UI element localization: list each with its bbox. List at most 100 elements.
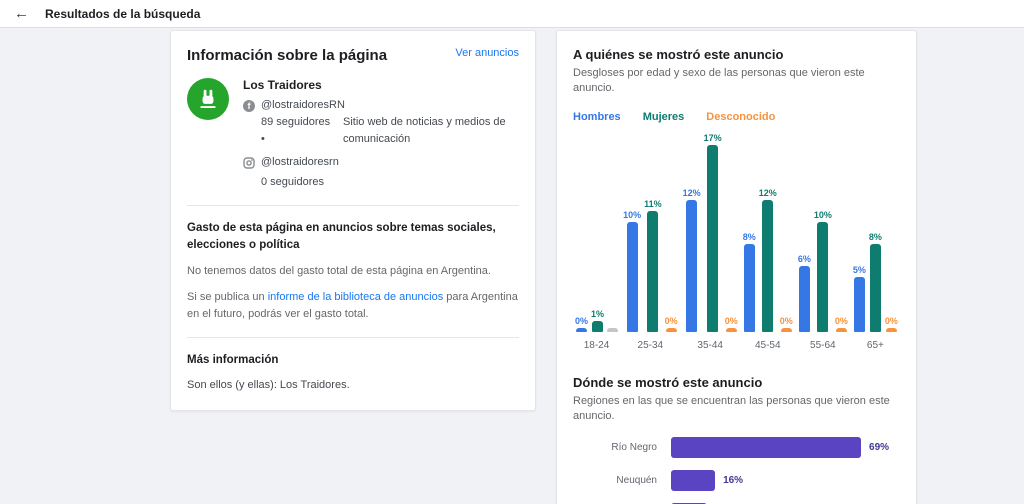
- bar-desconocido-35-44: [725, 327, 737, 332]
- region-chart: Río Negro 69% Neuquén 16% Buenos Aires13%: [573, 436, 900, 504]
- age-bars: 10% 11% 0%: [623, 136, 678, 332]
- demographics-title: A quiénes se mostró este anuncio: [573, 47, 784, 62]
- bar-value-label: 8%: [868, 231, 882, 242]
- bar-hombres-35-44: [686, 199, 698, 332]
- spend-body: No tenemos datos del gasto total de esta…: [187, 265, 491, 277]
- bar-value-label: 5%: [852, 264, 866, 275]
- region-label: Río Negro: [611, 441, 657, 453]
- bar-hombres-65+: [853, 276, 865, 332]
- bar-wrap: 10%: [623, 210, 641, 332]
- bar-mujeres-65+: [869, 243, 881, 332]
- regions-subtitle: Regiones en las que se encuentran las pe…: [573, 394, 890, 423]
- bar-mujeres-25-34: [647, 210, 659, 332]
- bar-value-label: 12%: [758, 187, 777, 198]
- legend-item-desconocido: Desconocido: [706, 110, 776, 123]
- rock-hand-logo-icon: [200, 89, 216, 108]
- bar-mujeres-55-64: [817, 221, 829, 332]
- region-bar: [671, 436, 862, 458]
- bar-value-label: 12%: [682, 187, 701, 198]
- regions-title: Dónde se mostró este anuncio: [573, 374, 763, 390]
- facebook-handle: @lostraidoresRN: [261, 99, 345, 111]
- age-chart: 0% 1% 18-24 10% 11% 0% 25-34 12% 17% 0% 35-44 8% 12%…: [573, 129, 900, 351]
- age-group-65+: 5% 8% 0% 65+: [853, 136, 898, 351]
- view-ads-link[interactable]: Ver anuncios: [455, 47, 519, 59]
- bar-value-label: 0%: [724, 315, 738, 326]
- report-paragraph: Si se publica un informe de la bibliotec…: [187, 289, 519, 323]
- bar-desconocido-45-54: [780, 327, 792, 332]
- bar-desconocido-25-34: [665, 327, 677, 332]
- bar-wrap: 12%: [683, 188, 701, 332]
- legend-item-hombres: Hombres: [573, 110, 621, 123]
- bar-mujeres-45-54: [762, 199, 774, 332]
- page-info-title: Información sobre la página: [187, 47, 388, 64]
- age-chart-legend: Hombres Mujeres Desconocido: [573, 111, 900, 123]
- topbar-title: Resultados de la búsqueda: [45, 6, 201, 21]
- age-category-label: 45-54: [754, 339, 781, 351]
- bar-hombres-18-24: [576, 327, 587, 332]
- bar-wrap: 8%: [869, 232, 882, 332]
- region-row-río-negro: Río Negro 69%: [573, 436, 900, 458]
- bar-desconocido-65+: [885, 327, 897, 332]
- age-bars: 12% 17% 0%: [683, 133, 738, 332]
- instagram-icon: [243, 157, 255, 172]
- page-meta: 89 seguidores • Sitio web de noticias y …: [261, 114, 519, 147]
- region-percent-label: 16%: [723, 474, 744, 486]
- age-group-18-24: 0% 1% 18-24: [575, 136, 619, 351]
- bar-wrap: 5%: [853, 265, 866, 332]
- bar-desconocido-55-64: [835, 327, 847, 332]
- region-bar: [671, 502, 707, 504]
- back-arrow-icon[interactable]: ←: [14, 5, 29, 22]
- report-suffix: para Argentina en el futuro, podrás ver …: [187, 291, 518, 321]
- age-category-label: 35-44: [697, 339, 723, 351]
- age-bars: 6% 10% 0%: [798, 136, 848, 332]
- ad-demographics-card: A quiénes se mostró este anuncio Desglos…: [556, 30, 917, 504]
- ad-library-report-link[interactable]: informe de la biblioteca de anuncios: [267, 291, 444, 304]
- region-percent-label: 69%: [869, 441, 890, 453]
- bar-wrap: 12%: [759, 188, 777, 332]
- region-row-buenos-aires: Buenos Aires13%: [573, 502, 900, 504]
- age-group-55-64: 6% 10% 0% 55-64: [798, 136, 848, 351]
- instagram-followers: 0 seguidores: [261, 176, 324, 188]
- bar-wrap: 10%: [814, 210, 832, 332]
- bar-mujeres-35-44: [707, 144, 719, 332]
- bar-value-label: 0%: [779, 315, 793, 326]
- page-category: Sitio web de noticias y medios de comuni…: [343, 116, 506, 145]
- bar-value-label: 11%: [644, 198, 662, 209]
- page-profile: Los Traidores f @lostraidoresRN 89 segui…: [187, 78, 519, 191]
- region-bar: [671, 469, 716, 491]
- bar-value-label: 0%: [664, 315, 678, 326]
- bar-wrap: 8%: [743, 232, 756, 332]
- bar-value-label: 1%: [591, 308, 605, 319]
- instagram-handle: @lostraidoresrn: [261, 156, 339, 168]
- bar-wrap: [607, 327, 619, 332]
- legend-item-mujeres: Mujeres: [642, 110, 685, 123]
- age-group-45-54: 8% 12% 0% 45-54: [743, 136, 793, 351]
- topbar: ← Resultados de la búsqueda: [0, 0, 1024, 28]
- bar-value-label: 0%: [834, 315, 848, 326]
- spend-section-title: Gasto de esta página en anuncios sobre t…: [187, 221, 496, 251]
- page-avatar: [187, 78, 229, 120]
- facebook-handle-row: f @lostraidoresRN: [243, 99, 519, 112]
- bar-wrap: 0%: [665, 316, 678, 332]
- age-group-25-34: 10% 11% 0% 25-34: [623, 136, 678, 351]
- bar-wrap: 17%: [704, 133, 722, 332]
- age-category-label: 65+: [866, 339, 884, 351]
- age-bars: 5% 8% 0%: [853, 136, 898, 332]
- region-label: Neuquén: [616, 474, 657, 486]
- report-prefix: Si se publica un: [187, 291, 268, 304]
- age-category-label: 18-24: [583, 339, 610, 351]
- region-row-neuquén: Neuquén 16%: [573, 469, 900, 491]
- bar-wrap: 0%: [835, 316, 848, 332]
- more-info-body: Son ellos (y ellas): Los Traidores.: [187, 379, 350, 392]
- age-category-label: 55-64: [810, 339, 836, 351]
- bar-value-label: 10%: [623, 209, 642, 220]
- divider: [187, 337, 519, 339]
- divider: [187, 204, 519, 206]
- bar-wrap: 0%: [780, 316, 793, 332]
- bar-value-label: 0%: [575, 315, 589, 326]
- bar-value-label: 10%: [813, 209, 832, 220]
- bar-wrap: 11%: [644, 199, 662, 332]
- bar-value-label: 8%: [742, 231, 756, 242]
- instagram-handle-row: @lostraidoresrn: [243, 156, 519, 172]
